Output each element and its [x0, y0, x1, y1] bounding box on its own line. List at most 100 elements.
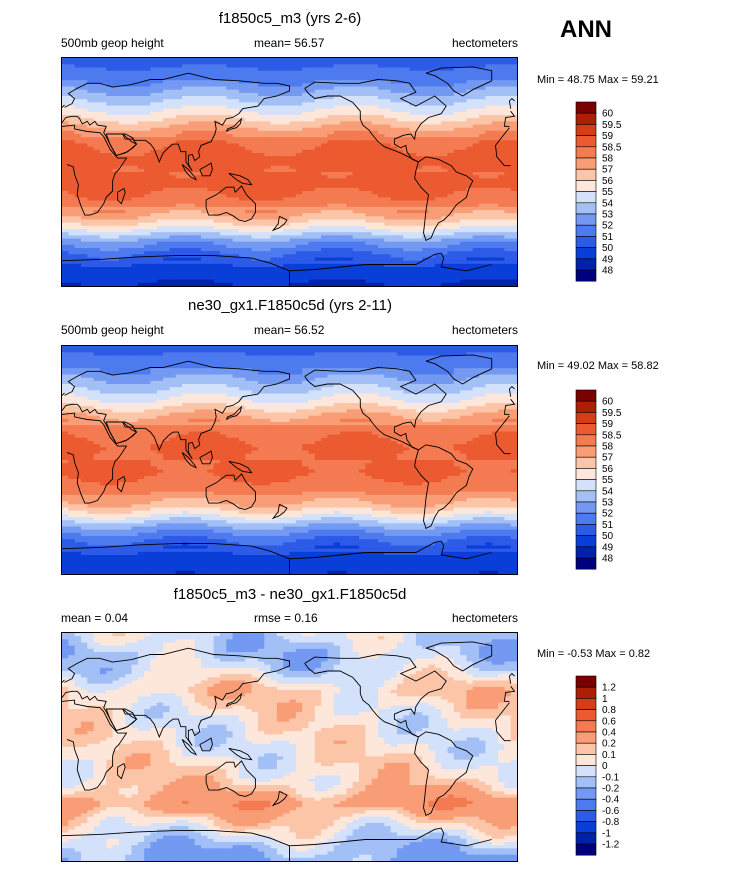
contour-cell [68, 115, 76, 119]
contour-cell [226, 200, 234, 205]
contour-cell [163, 238, 171, 243]
contour-cell [106, 121, 114, 126]
contour-cell [415, 61, 423, 65]
contour-cell [144, 225, 152, 230]
contour-cell [68, 111, 76, 116]
contour-cell [251, 159, 259, 164]
contour-cell [213, 99, 221, 103]
contour-cell [112, 270, 120, 274]
contour-cell [434, 130, 442, 135]
contour-cell [359, 219, 366, 224]
contour-cell [340, 127, 347, 132]
contour-cell [321, 191, 329, 195]
contour-cell [169, 58, 177, 62]
contour-cell [428, 238, 436, 243]
contour-cell [422, 149, 430, 154]
contour-cell [131, 263, 139, 268]
contour-cell [245, 235, 253, 240]
contour-cell [485, 77, 493, 81]
contour-cell [396, 222, 404, 227]
contour-cell [308, 153, 316, 157]
contour-cell [156, 184, 164, 189]
contour-cell [295, 175, 303, 179]
contour-cell [308, 203, 316, 208]
contour-cell [327, 127, 335, 132]
contour-cell [131, 124, 139, 129]
contour-cell [125, 267, 133, 271]
contour-cell [498, 267, 505, 271]
contour-cell [283, 260, 291, 265]
contour-cell [415, 225, 423, 230]
contour-cell [99, 77, 107, 81]
contour-cell [447, 102, 455, 107]
contour-cell [219, 203, 227, 208]
contour-cell [182, 248, 189, 252]
contour-cell [289, 140, 297, 145]
contour-cell [504, 118, 512, 122]
contour-cell [257, 238, 265, 243]
contour-cell [510, 121, 517, 126]
contour-cell [302, 86, 310, 91]
contour-cell [453, 102, 461, 107]
contour-cell [276, 70, 284, 75]
contour-cell [472, 238, 480, 243]
contour-cell [491, 134, 499, 138]
contour-cell [232, 232, 240, 236]
contour-cell [219, 238, 227, 243]
contour-cell [434, 140, 442, 145]
contour-cell [238, 143, 246, 148]
contour-cell [415, 67, 423, 72]
contour-cell [377, 134, 385, 138]
contour-cell [207, 134, 215, 138]
contour-cell [112, 130, 120, 135]
contour-cell [238, 222, 246, 227]
contour-cell [403, 89, 411, 94]
contour-cell [428, 235, 436, 240]
contour-cell [472, 200, 480, 205]
contour-cell [125, 77, 133, 81]
contour-cell [99, 200, 107, 205]
contour-cell [441, 216, 449, 221]
contour-cell [80, 181, 88, 186]
contour-cell [270, 127, 278, 132]
contour-cell [371, 238, 379, 243]
contour-cell [80, 118, 88, 122]
contour-cell [295, 197, 303, 202]
contour-cell [327, 77, 335, 81]
contour-cell [257, 111, 265, 116]
contour-cell [415, 80, 423, 84]
contour-cell [201, 260, 208, 265]
contour-cell [169, 96, 177, 100]
contour-cell [346, 115, 354, 119]
contour-cell [434, 184, 442, 189]
contour-cell [485, 121, 493, 126]
contour-cell [453, 273, 461, 278]
contour-cell [498, 251, 505, 255]
contour-cell [213, 263, 221, 268]
contour-cell [422, 146, 430, 151]
contour-cell [264, 146, 272, 151]
contour-cell [238, 115, 246, 119]
contour-cell [270, 203, 278, 208]
contour-cell [182, 251, 189, 255]
contour-cell [144, 276, 152, 281]
contour-cell [226, 248, 234, 252]
contour-cell [112, 241, 120, 246]
contour-cell [74, 140, 82, 145]
contour-cell [333, 213, 341, 217]
contour-cell [314, 168, 322, 173]
contour-cell [226, 165, 234, 170]
contour-cell [485, 83, 493, 88]
contour-cell [384, 165, 392, 170]
contour-cell [333, 105, 341, 110]
contour-cell [295, 124, 303, 129]
contour-cell [377, 260, 385, 265]
contour-cell [396, 181, 404, 186]
contour-cell [460, 149, 468, 154]
contour-cell [219, 181, 227, 186]
contour-cell [245, 130, 253, 135]
contour-cell [80, 105, 88, 110]
contour-cell [125, 197, 133, 202]
contour-cell [131, 130, 139, 135]
contour-cell [491, 254, 499, 259]
